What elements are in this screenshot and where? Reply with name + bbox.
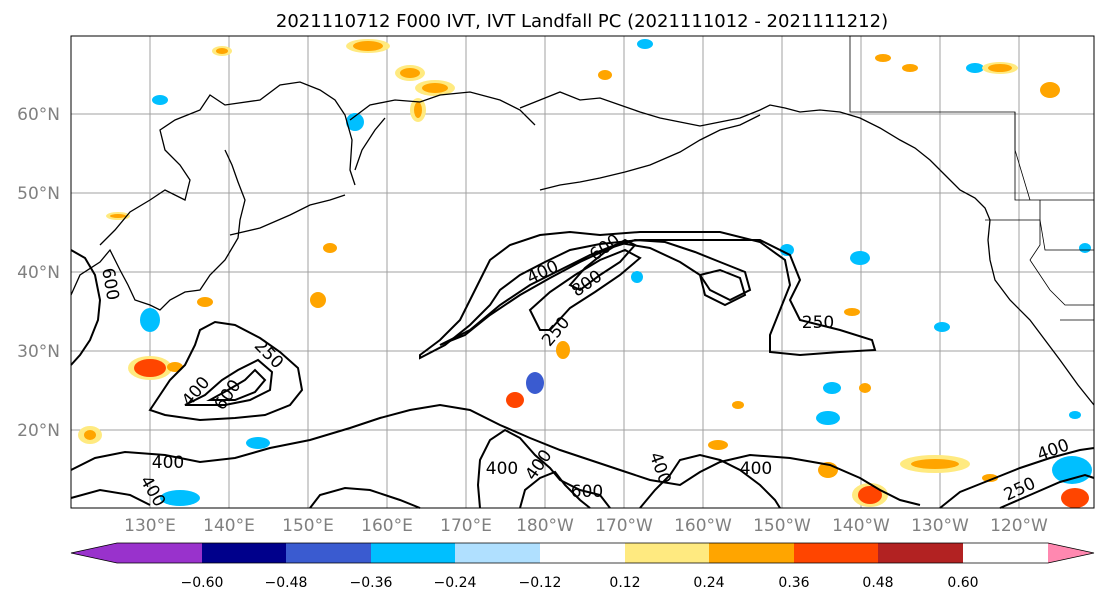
colorbar-tick-label: 0.24	[693, 575, 724, 591]
colorbar-tick-label: −0.12	[519, 575, 562, 591]
map-frame	[70, 35, 1095, 509]
contour-label: 400	[740, 459, 772, 479]
colorbar-tick-label: −0.48	[265, 575, 308, 591]
colorbar-tick-label: 0.48	[862, 575, 893, 591]
lon-label: 140°E	[203, 516, 255, 536]
colorbar-segment	[878, 543, 963, 563]
pc-fill-patches	[78, 39, 1092, 508]
colorbar-tick-label: 0.36	[778, 575, 809, 591]
coastlines	[70, 81, 1095, 406]
colorbar-segment	[117, 543, 202, 563]
colorbar-tick-label: −0.24	[434, 575, 477, 591]
colorbar-segment	[371, 543, 455, 563]
lon-label: 140°W	[832, 516, 890, 536]
colorbar-segment	[540, 543, 625, 563]
lat-label: 20°N	[17, 421, 60, 441]
lon-label: 150°W	[753, 516, 811, 536]
colorbar-tick-label: 0.12	[609, 575, 640, 591]
longitude-labels: 130°E 140°E 150°E 160°E 170°E 180°W 170°…	[124, 516, 1048, 536]
colorbar-segment	[455, 543, 540, 563]
colorbar-extend-max	[1048, 543, 1094, 563]
lon-label: 160°E	[361, 516, 413, 536]
lat-label: 50°N	[17, 184, 60, 204]
lon-label: 170°E	[440, 516, 492, 536]
contour-label: 600	[571, 482, 603, 502]
lon-label: 130°W	[911, 516, 969, 536]
borders	[849, 36, 1094, 321]
contour-label: 250	[802, 313, 834, 333]
contour-label: 400	[152, 453, 184, 473]
colorbar-segment	[286, 543, 371, 563]
map-title: 2021110712 F000 IVT, IVT Landfall PC (20…	[276, 11, 888, 32]
lon-label: 130°E	[124, 516, 176, 536]
latitude-labels: 60°N 50°N 40°N 30°N 20°N	[17, 105, 60, 441]
colorbar-tick-label: −0.36	[350, 575, 393, 591]
lon-label: 150°E	[282, 516, 334, 536]
lon-label: 120°W	[990, 516, 1048, 536]
colorbar: −0.60 −0.48 −0.36 −0.24 −0.12 0.12 0.24 …	[70, 542, 1095, 591]
lon-label: 170°W	[595, 516, 653, 536]
colorbar-segment	[625, 543, 709, 563]
lat-label: 30°N	[17, 342, 60, 362]
lon-label: 180°W	[516, 516, 574, 536]
lat-label: 40°N	[17, 263, 60, 283]
colorbar-segment	[709, 543, 794, 563]
colorbar-tick-label: 0.60	[947, 575, 978, 591]
colorbar-tick-label: −0.60	[181, 575, 224, 591]
colorbar-tick-labels: −0.60 −0.48 −0.36 −0.24 −0.12 0.12 0.24 …	[181, 575, 979, 591]
lat-label: 60°N	[17, 105, 60, 125]
colorbar-segment	[202, 543, 286, 563]
ivt-contours	[70, 230, 1095, 509]
colorbar-segment	[794, 543, 878, 563]
colorbar-outline	[70, 542, 1095, 564]
colorbar-extend-min	[71, 543, 117, 563]
contour-label: 400	[486, 459, 518, 479]
lon-label: 160°W	[674, 516, 732, 536]
